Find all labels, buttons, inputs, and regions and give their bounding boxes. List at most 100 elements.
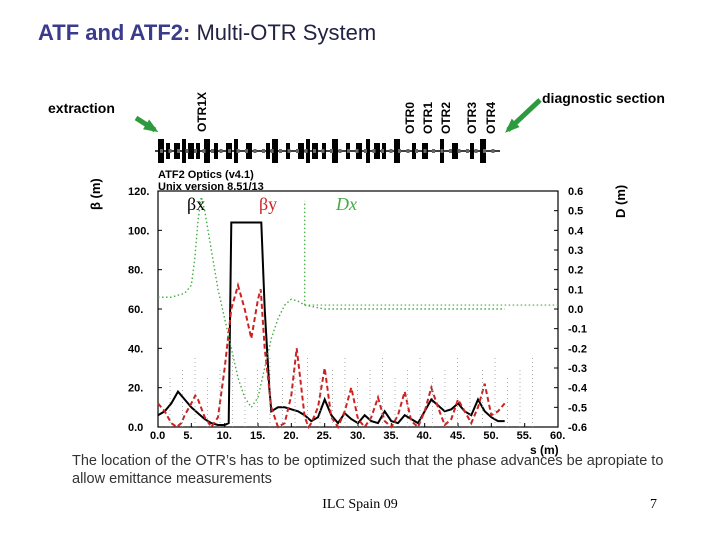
lattice-bpm <box>398 149 401 153</box>
lattice-bpm <box>381 149 384 153</box>
y-left-tick-label: 20. <box>128 383 143 395</box>
lattice-element <box>188 143 194 159</box>
y-right-tick-label: 0.1 <box>568 284 583 296</box>
arrows <box>134 98 542 133</box>
x-tick-label: 35. <box>383 430 398 442</box>
x-tick-label: 25. <box>317 430 332 442</box>
series-group <box>157 196 558 430</box>
y-right-tick-label: 0.6 <box>568 186 583 198</box>
lattice-bpm <box>168 149 172 153</box>
lattice-bpm <box>279 149 282 153</box>
lattice-bpm <box>296 149 299 153</box>
diagnostic-section-label: diagnostic section <box>542 90 665 106</box>
y-left-tick-label: 0.0 <box>128 422 143 434</box>
lattice-bpm <box>483 149 486 153</box>
legend-betax: βx <box>187 194 205 214</box>
lattice-bpm <box>287 149 291 153</box>
x-tick-label: 5. <box>183 430 192 442</box>
lattice-element <box>374 143 380 159</box>
y-right-tick-label: -0.1 <box>568 324 587 336</box>
lattice-bpm <box>415 149 418 153</box>
y-axis-right-label: D (m) <box>613 185 628 218</box>
legend-dx: Dx <box>335 194 357 214</box>
lattice-bpm <box>253 149 257 153</box>
lattice-element <box>298 143 304 159</box>
lattice-element <box>366 139 370 163</box>
chart-subtitle: Unix version 8.51/13 <box>158 181 264 193</box>
title-rest: Multi-OTR System <box>190 20 377 45</box>
y-left-tick-label: 80. <box>128 265 143 277</box>
x-tick-label: 0.0 <box>150 430 165 442</box>
lattice-bpm <box>491 149 495 153</box>
lattice-element <box>182 139 186 163</box>
lattice-bpm <box>177 149 180 153</box>
y-right-tick-label: 0.2 <box>568 265 583 277</box>
extraction-arrow-head <box>143 119 159 133</box>
y-right-tick-label: -0.5 <box>568 402 587 414</box>
chart-title: ATF2 Optics (v4.1) <box>158 169 254 181</box>
series-line-1 <box>157 281 506 430</box>
x-tick-label: 50. <box>483 430 498 442</box>
y-right-tick-label: -0.6 <box>568 422 587 434</box>
lattice-bpm <box>245 149 248 153</box>
y-left-tick-label: 60. <box>128 304 143 316</box>
lattice-bpm <box>449 149 452 153</box>
lattice-element <box>452 143 458 159</box>
lattice-element <box>332 139 338 163</box>
footer-event: ILC Spain 09 <box>322 497 398 512</box>
y-axis-left-ticks: 0.0 20. 40. 60. 80. 100. 120. <box>128 186 162 434</box>
y-axis-left-label: β (m) <box>88 178 103 210</box>
lattice-element <box>266 143 270 159</box>
lattice-bpm <box>313 149 316 153</box>
lattice-bpm <box>185 149 189 153</box>
page-title: ATF and ATF2: Multi-OTR System <box>38 20 376 46</box>
legend-betay: βy <box>259 194 277 214</box>
caption: The location of the OTR’s has to be opti… <box>72 453 664 487</box>
y-left-tick-label: 120. <box>128 186 149 198</box>
y-right-tick-label: 0.3 <box>568 245 583 257</box>
lattice-bpm <box>466 149 469 153</box>
lattice-element <box>204 139 210 163</box>
lattice-element <box>470 143 474 159</box>
lattice-element <box>166 143 170 159</box>
lattice-bpm <box>304 149 308 153</box>
lattice-bpm <box>211 149 214 153</box>
x-axis-label: s (m) <box>530 443 559 457</box>
lattice-element <box>356 143 362 159</box>
lattice-element <box>234 139 238 163</box>
lattice-bpm <box>194 149 197 153</box>
beamline-lattice <box>155 139 500 163</box>
x-tick-label: 40. <box>417 430 432 442</box>
lattice-bpm <box>236 149 240 153</box>
lattice-bpm <box>330 149 333 153</box>
plot-frame <box>157 190 559 428</box>
y-left-tick-label: 40. <box>128 343 143 355</box>
lattice-bpm <box>364 149 367 153</box>
lattice-element <box>272 139 278 163</box>
lattice-bpm <box>355 149 359 153</box>
lattice-element <box>306 139 310 163</box>
y-axis-right-ticks: -0.6 -0.5 -0.4 -0.3 -0.2 -0.1 0.0 0.1 0.2 0.3 0.4 0… <box>554 186 588 434</box>
lattice-bpm <box>347 149 350 153</box>
extraction-label: extraction <box>48 100 115 116</box>
lattice-element <box>214 143 218 159</box>
lattice-bpm <box>457 149 461 153</box>
x-tick-label: 30. <box>350 430 365 442</box>
lattice-bpm <box>160 149 163 153</box>
y-left-tick-label: 100. <box>128 225 149 237</box>
x-tick-label: 45. <box>450 430 465 442</box>
series-line-2 <box>158 196 505 409</box>
y-right-tick-label: -0.4 <box>568 383 588 395</box>
lattice-bpm <box>406 149 410 153</box>
y-right-tick-label: 0.4 <box>568 225 584 237</box>
lattice-bpm <box>202 149 206 153</box>
lattice-element <box>394 139 400 163</box>
x-tick-label: 20. <box>283 430 298 442</box>
y-right-tick-label: -0.3 <box>568 363 587 375</box>
lattice-bpm <box>440 149 444 153</box>
diagnostic-arrow-head <box>505 118 520 133</box>
lattice-bpm <box>338 149 342 153</box>
x-tick-label: 60. <box>550 430 565 442</box>
x-tick-label: 55. <box>517 430 532 442</box>
